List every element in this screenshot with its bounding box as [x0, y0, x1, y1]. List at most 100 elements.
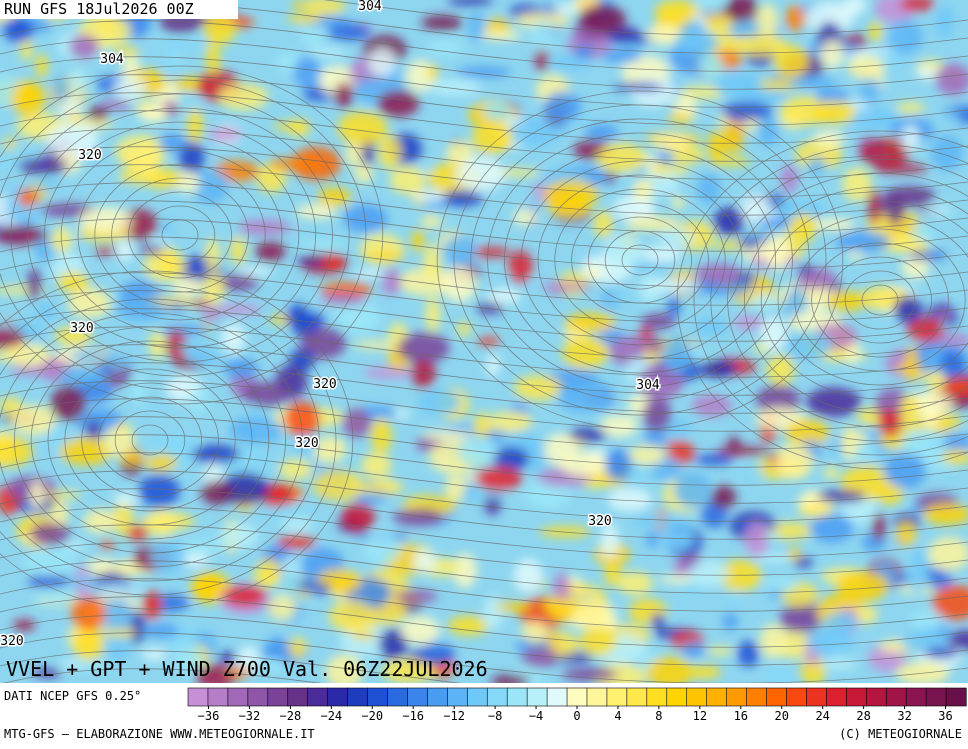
- colorbar-segment: [667, 688, 687, 706]
- vvel-cell: [936, 112, 960, 122]
- colorbar-tick-label: 0: [573, 709, 580, 723]
- vvel-cell: [220, 522, 258, 549]
- vvel-cell: [721, 101, 773, 120]
- vvel-cell: [486, 354, 499, 377]
- source-label: DATI NCEP GFS 0.25°: [4, 689, 141, 703]
- vvel-cell: [788, 547, 801, 560]
- vvel-cell: [541, 282, 594, 290]
- vvel-cell: [715, 72, 766, 99]
- copyright: (C) METEOGIORNALE: [839, 727, 962, 741]
- vvel-cell: [51, 385, 86, 421]
- colorbar-tick-label: −8: [488, 709, 502, 723]
- colorbar-segment: [946, 688, 966, 706]
- vvel-cell: [172, 278, 203, 297]
- vvel-cell: [657, 150, 674, 163]
- vvel-cell: [578, 5, 626, 33]
- vvel-cell: [836, 231, 891, 252]
- colorbar-segment: [407, 688, 427, 706]
- colorbar-segment: [846, 688, 866, 706]
- vvel-cell: [394, 590, 438, 603]
- vvel-cell: [393, 509, 444, 526]
- colorbar-segment: [707, 688, 727, 706]
- colorbar-segment: [727, 688, 747, 706]
- colorbar-segment: [368, 688, 388, 706]
- vvel-cell: [842, 167, 872, 201]
- vvel-cell: [884, 453, 927, 488]
- vvel-cell: [205, 238, 219, 272]
- vvel-cell: [487, 412, 533, 433]
- colorbar-segment: [806, 688, 826, 706]
- vvel-cell: [150, 540, 186, 574]
- vvel-cell: [392, 294, 405, 307]
- vvel-cell: [421, 215, 442, 228]
- vvel-cell: [716, 447, 769, 457]
- contour-label: 320: [0, 634, 23, 649]
- colorbar-segment: [607, 688, 627, 706]
- vvel-cell: [922, 204, 952, 218]
- vvel-cell: [896, 102, 925, 113]
- vvel-cell: [544, 180, 599, 210]
- vvel-cell: [256, 559, 281, 588]
- colorbar-segment: [687, 688, 707, 706]
- map-title: VVEL + GPT + WIND Z700 Val. 06Z22JUL2026: [6, 657, 488, 681]
- vvel-cell: [353, 341, 399, 350]
- colorbar-segment: [507, 688, 527, 706]
- vvel-cell: [313, 470, 364, 501]
- contour-label: 320: [295, 436, 318, 451]
- vvel-cell: [544, 91, 582, 122]
- vvel-cell: [138, 245, 164, 255]
- vvel-cell: [766, 531, 779, 542]
- vvel-cell: [763, 577, 797, 592]
- vvel-cell: [177, 172, 200, 193]
- vvel-cell: [165, 42, 179, 75]
- vvel-cell: [821, 39, 844, 68]
- vvel-cell: [448, 616, 490, 636]
- vvel-cell: [292, 1, 308, 9]
- vvel-cell: [139, 474, 180, 507]
- vvel-cell: [661, 166, 690, 175]
- vvel-cell: [618, 571, 653, 595]
- vvel-cell: [445, 475, 465, 501]
- vvel-cell: [897, 521, 917, 546]
- colorbar-segment: [747, 688, 767, 706]
- colorbar-tick-label: −24: [320, 709, 342, 723]
- vvel-cell: [320, 294, 366, 305]
- colorbar-tick-label: 4: [614, 709, 621, 723]
- vvel-cell: [88, 584, 143, 596]
- vvel-cell: [150, 236, 172, 245]
- vvel-cell: [757, 219, 792, 227]
- colorbar-segment: [527, 688, 547, 706]
- colorbar-segment: [328, 688, 348, 706]
- colorbar-segment: [627, 688, 647, 706]
- vvel-cell: [238, 267, 273, 275]
- vvel-cell: [495, 602, 532, 612]
- vvel-cell: [168, 303, 187, 313]
- colorbar-segment: [188, 688, 208, 706]
- vvel-cell: [114, 76, 146, 100]
- colorbar-segment: [926, 688, 946, 706]
- vvel-cell: [795, 277, 840, 289]
- colorbar-tick-label: −4: [529, 709, 543, 723]
- colorbar-tick-label: −32: [239, 709, 261, 723]
- vvel-cell: [873, 513, 885, 542]
- vvel-cell: [294, 56, 321, 89]
- vvel-cell: [377, 90, 419, 117]
- vvel-cell: [873, 164, 929, 173]
- vvel-cell: [206, 42, 221, 74]
- vvel-cell: [160, 219, 172, 252]
- vvel-cell: [807, 629, 853, 656]
- vvel-cell: [662, 518, 695, 552]
- vvel-cell: [30, 523, 71, 545]
- vvel-cell: [869, 21, 882, 42]
- vvel-cell: [329, 600, 375, 631]
- vvel-cell: [28, 575, 69, 588]
- vvel-cell: [508, 250, 533, 284]
- colorbar-tick-label: −36: [198, 709, 220, 723]
- colorbar-segment: [567, 688, 587, 706]
- vvel-cell: [269, 158, 323, 170]
- vvel-cell: [209, 127, 241, 141]
- vvel-cell: [368, 48, 396, 76]
- contour-label: 320: [70, 321, 93, 336]
- vvel-cell: [723, 613, 739, 630]
- colorbar-segment: [587, 688, 607, 706]
